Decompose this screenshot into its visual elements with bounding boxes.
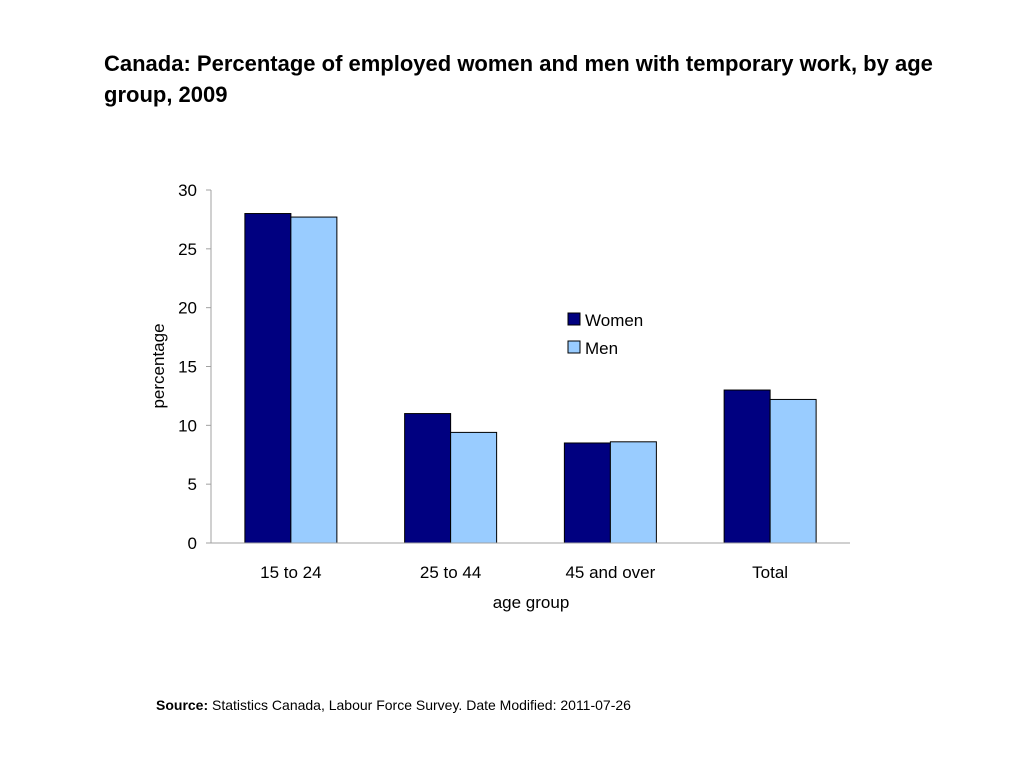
y-tick-label: 30 bbox=[178, 181, 197, 200]
legend-label-men: Men bbox=[585, 339, 618, 358]
y-tick-label: 10 bbox=[178, 416, 197, 435]
slide-title: Canada: Percentage of employed women and… bbox=[104, 51, 933, 107]
bar-men-3 bbox=[609, 441, 657, 544]
bar-men-1 bbox=[290, 216, 338, 544]
y-tick-label: 15 bbox=[178, 358, 197, 377]
x-tick-label: 15 to 24 bbox=[260, 563, 321, 582]
legend-label-women: Women bbox=[585, 311, 643, 330]
x-tick-label: 25 to 44 bbox=[420, 563, 481, 582]
y-tick-label: 0 bbox=[188, 534, 197, 553]
y-axis: 0 5 10 15 20 25 30 bbox=[178, 181, 212, 553]
legend-swatch-men bbox=[567, 340, 581, 354]
x-tick-label: Total bbox=[752, 563, 788, 582]
y-tick-label: 25 bbox=[178, 240, 197, 259]
y-axis-title: percentage bbox=[149, 323, 168, 408]
legend-swatch-women bbox=[567, 312, 581, 326]
bar-women-2 bbox=[404, 413, 452, 544]
bar-women-4 bbox=[723, 389, 771, 544]
y-tick-label: 5 bbox=[188, 475, 197, 494]
bar-men-2 bbox=[450, 431, 498, 544]
y-tick-label: 20 bbox=[178, 299, 197, 318]
x-axis: 15 to 24 25 to 44 45 and over Total bbox=[211, 542, 850, 582]
legend: Women Men bbox=[567, 311, 643, 358]
x-tick-label: 45 and over bbox=[565, 563, 655, 582]
x-axis-title: age group bbox=[493, 593, 570, 612]
bar-women-3 bbox=[563, 442, 611, 544]
source-text: Statistics Canada, Labour Force Survey. … bbox=[208, 697, 631, 713]
bar-women-1 bbox=[244, 213, 292, 544]
bars bbox=[244, 213, 817, 544]
bar-men-4 bbox=[769, 398, 817, 544]
source-label: Source: bbox=[156, 697, 209, 713]
source-note: Source: Statistics Canada, Labour Force … bbox=[156, 697, 631, 713]
